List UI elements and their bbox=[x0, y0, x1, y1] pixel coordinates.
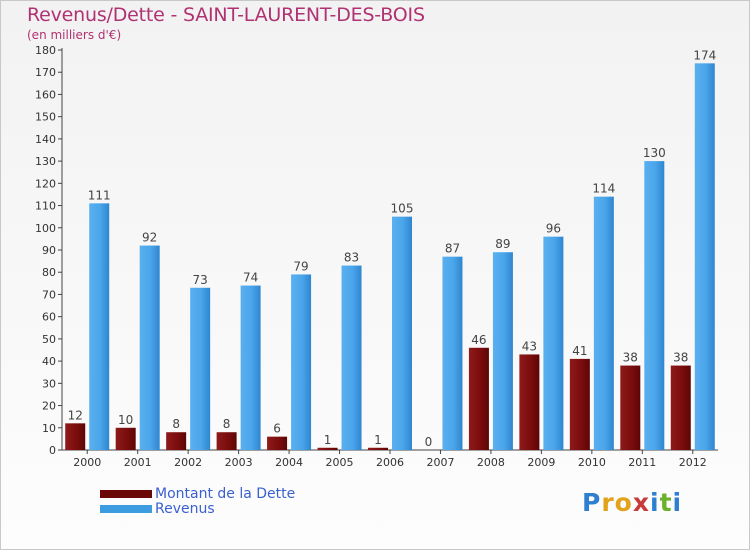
y-tick-label: 20 bbox=[42, 400, 56, 413]
y-tick-label: 160 bbox=[35, 88, 56, 101]
y-tick-label: 40 bbox=[42, 355, 56, 368]
debt-data-label: 38 bbox=[673, 351, 688, 365]
debt-data-label: 38 bbox=[623, 351, 638, 365]
debt-data-label: 0 bbox=[425, 435, 433, 449]
revenus-data-label: 114 bbox=[592, 182, 615, 196]
debt-bar bbox=[65, 423, 86, 450]
revenus-bar bbox=[694, 63, 715, 450]
revenus-data-label: 87 bbox=[445, 242, 460, 256]
logo-letter: P bbox=[582, 488, 602, 517]
revenus-bar bbox=[442, 256, 463, 450]
x-tick-label: 2009 bbox=[527, 456, 555, 469]
legend-label-debt: Montant de la Dette bbox=[155, 486, 296, 502]
revenus-bar bbox=[492, 252, 513, 450]
revenus-data-label: 79 bbox=[293, 259, 308, 273]
y-tick-label: 100 bbox=[35, 222, 56, 235]
debt-bar bbox=[166, 432, 187, 450]
debt-data-label: 41 bbox=[572, 344, 587, 358]
y-tick-label: 90 bbox=[42, 244, 56, 257]
chart-subtitle: (en milliers d'€) bbox=[27, 28, 122, 42]
revenus-bar bbox=[89, 203, 110, 450]
revenus-data-label: 89 bbox=[495, 237, 510, 251]
revenus-data-label: 111 bbox=[88, 188, 111, 202]
y-tick-label: 180 bbox=[35, 44, 56, 57]
logo-letter: r bbox=[601, 488, 615, 517]
x-tick-label: 2003 bbox=[225, 456, 253, 469]
x-tick-label: 2008 bbox=[477, 456, 505, 469]
y-tick-label: 140 bbox=[35, 133, 56, 146]
debt-bar bbox=[519, 354, 540, 450]
y-tick-label: 0 bbox=[49, 444, 56, 457]
x-tick-label: 2011 bbox=[628, 456, 656, 469]
revenus-data-label: 174 bbox=[693, 48, 716, 62]
debt-data-label: 12 bbox=[68, 408, 83, 422]
logo-letter: i bbox=[672, 488, 683, 517]
logo-letter: t bbox=[659, 488, 673, 517]
x-tick-label: 2002 bbox=[174, 456, 202, 469]
debt-bar bbox=[368, 447, 388, 450]
logo-letter: x bbox=[632, 488, 650, 517]
debt-data-label: 8 bbox=[172, 417, 180, 431]
debt-bar bbox=[569, 358, 590, 450]
y-tick-label: 30 bbox=[42, 377, 56, 390]
chart-title: Revenus/Dette - SAINT-LAURENT-DES-BOIS bbox=[27, 4, 425, 26]
y-tick-label: 120 bbox=[35, 177, 56, 190]
revenus-bar bbox=[593, 196, 614, 450]
debt-data-label: 6 bbox=[273, 422, 281, 436]
revenus-data-label: 96 bbox=[546, 222, 561, 236]
revenus-data-label: 73 bbox=[193, 273, 208, 287]
y-tick-label: 10 bbox=[42, 422, 56, 435]
revenus-bar bbox=[644, 161, 665, 450]
debt-data-label: 1 bbox=[324, 433, 332, 447]
debt-data-label: 43 bbox=[522, 339, 537, 353]
x-tick-label: 2000 bbox=[73, 456, 101, 469]
debt-data-label: 10 bbox=[118, 413, 133, 427]
revenus-data-label: 74 bbox=[243, 271, 258, 285]
debt-bar bbox=[620, 365, 641, 450]
legend-swatch-debt bbox=[100, 490, 152, 498]
revenus-bar bbox=[240, 285, 261, 450]
debt-bar bbox=[267, 436, 288, 450]
revenus-data-label: 105 bbox=[391, 202, 414, 216]
revenus-bar bbox=[341, 265, 362, 450]
legend-label-revenus: Revenus bbox=[155, 501, 215, 517]
y-tick-label: 170 bbox=[35, 66, 56, 79]
debt-bar bbox=[468, 347, 489, 450]
legend-swatch-revenus bbox=[100, 505, 152, 513]
debt-data-label: 8 bbox=[223, 417, 231, 431]
logo-letter: i bbox=[650, 488, 660, 517]
x-tick-label: 2007 bbox=[426, 456, 454, 469]
debt-bar bbox=[216, 432, 237, 450]
y-tick-label: 150 bbox=[35, 111, 56, 124]
debt-bar bbox=[115, 427, 136, 450]
y-tick-label: 80 bbox=[42, 266, 56, 279]
revenus-data-label: 92 bbox=[142, 231, 157, 245]
debt-bar bbox=[670, 365, 691, 450]
revenus-bar bbox=[190, 287, 211, 450]
revenus-bar bbox=[139, 245, 160, 450]
x-tick-label: 2012 bbox=[679, 456, 707, 469]
logo-letter: o bbox=[614, 488, 633, 517]
x-tick-label: 2010 bbox=[578, 456, 606, 469]
revenus-bar bbox=[543, 236, 564, 450]
revenus-bar bbox=[392, 216, 412, 450]
revenus-data-label: 130 bbox=[643, 146, 666, 160]
x-tick-label: 2006 bbox=[376, 456, 404, 469]
debt-bar bbox=[317, 447, 338, 450]
y-tick-label: 70 bbox=[42, 288, 56, 301]
revenus-bar bbox=[291, 274, 312, 450]
y-tick-label: 130 bbox=[35, 155, 56, 168]
debt-data-label: 46 bbox=[471, 333, 486, 347]
x-tick-label: 2004 bbox=[275, 456, 303, 469]
y-tick-label: 60 bbox=[42, 311, 56, 324]
y-tick-label: 50 bbox=[42, 333, 56, 346]
y-tick-label: 110 bbox=[35, 200, 56, 213]
revenus-data-label: 83 bbox=[344, 251, 359, 265]
x-tick-label: 2001 bbox=[124, 456, 152, 469]
debt-data-label: 1 bbox=[374, 433, 382, 447]
proxiti-logo: Proxiti bbox=[582, 488, 682, 517]
x-tick-label: 2005 bbox=[326, 456, 354, 469]
